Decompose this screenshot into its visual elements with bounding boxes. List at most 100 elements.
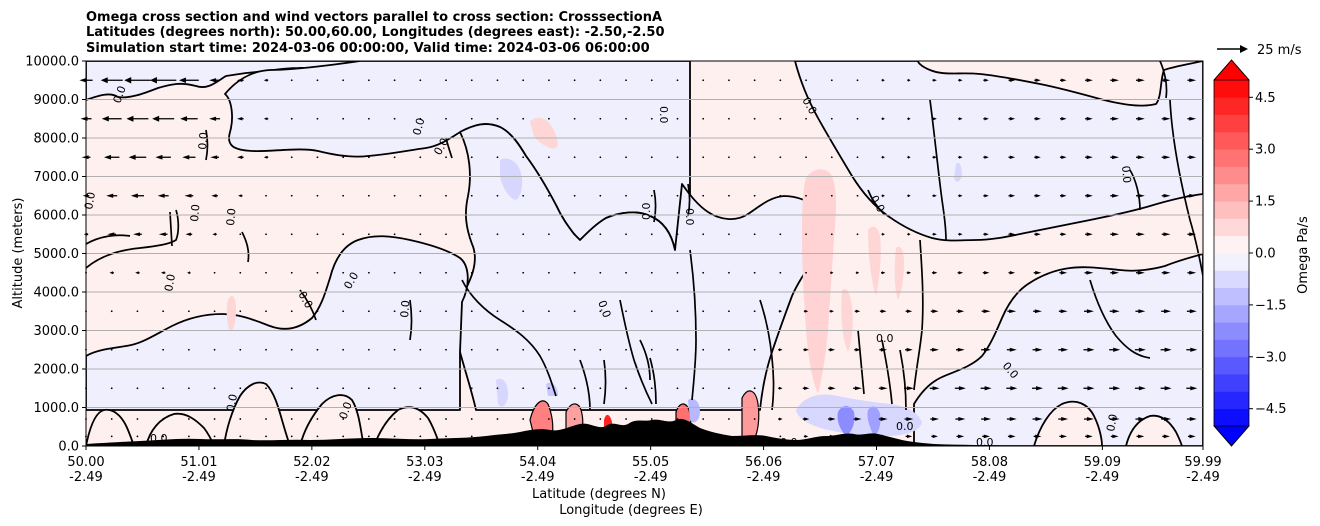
wind-vector bbox=[753, 348, 756, 351]
wind-vector bbox=[778, 309, 783, 313]
omega-pocket-pos-7 bbox=[1125, 414, 1183, 446]
wind-vector bbox=[599, 117, 602, 120]
x-tick-label-lon: -2.49 bbox=[521, 470, 555, 485]
wind-vector bbox=[599, 79, 602, 82]
wind-vector bbox=[1187, 155, 1197, 160]
wind-vector bbox=[445, 79, 447, 82]
wind-vector bbox=[828, 348, 836, 352]
wind-vector bbox=[702, 387, 705, 390]
wind-vector bbox=[1058, 417, 1069, 422]
wind-vector bbox=[213, 271, 216, 274]
wind-vector bbox=[702, 271, 705, 274]
wind-vector bbox=[342, 435, 345, 438]
omega-red-column-4 bbox=[841, 288, 853, 352]
wind-vector bbox=[753, 233, 756, 236]
x-tick-label-lat: 57.07 bbox=[858, 455, 895, 470]
colorbar-tick-label: 4.5 bbox=[1255, 91, 1276, 106]
wind-vector bbox=[906, 271, 912, 275]
omega-red-upper-blob bbox=[530, 117, 558, 149]
wind-vector bbox=[470, 310, 473, 313]
contour-line-24 bbox=[205, 129, 209, 161]
x-tick-label-lon: -2.49 bbox=[1086, 470, 1120, 485]
x-tick-label-lon: -2.49 bbox=[634, 470, 668, 485]
wind-vector bbox=[1008, 78, 1016, 82]
wind-vector bbox=[158, 232, 168, 237]
wind-vector bbox=[778, 417, 783, 421]
wind-vector bbox=[599, 156, 602, 159]
wind-vector bbox=[496, 233, 499, 236]
wind-vector bbox=[676, 233, 679, 236]
wind-vector bbox=[805, 117, 807, 120]
contour-label: 0.0 bbox=[111, 84, 129, 105]
x-tick-label-lat: 52.02 bbox=[293, 455, 330, 470]
omega-pocket-pos-3 bbox=[223, 381, 291, 446]
colorbar-level bbox=[1214, 166, 1249, 185]
wind-vector bbox=[107, 232, 117, 237]
wind-vector bbox=[1059, 155, 1067, 159]
wind-vector bbox=[1186, 386, 1198, 391]
wind-vector bbox=[1085, 193, 1093, 198]
wind-vector bbox=[650, 418, 653, 420]
wind-vector bbox=[625, 310, 627, 313]
colorbar-level bbox=[1214, 391, 1249, 410]
wind-vector bbox=[180, 116, 198, 122]
contour-line-16 bbox=[649, 357, 657, 405]
y-axis-label: Altitude (meters) bbox=[11, 198, 26, 309]
wind-vector bbox=[419, 194, 422, 197]
wind-vector bbox=[930, 347, 940, 352]
colorbar-level bbox=[1214, 149, 1249, 167]
wind-vector bbox=[929, 386, 940, 391]
wind-vector bbox=[522, 418, 525, 420]
wind-vector bbox=[854, 309, 861, 313]
wind-vector bbox=[1085, 232, 1093, 237]
wind-vector bbox=[1006, 417, 1017, 422]
wind-vector bbox=[830, 156, 833, 159]
wind-vector bbox=[184, 193, 194, 198]
wind-vector bbox=[599, 387, 602, 390]
wind-vector bbox=[162, 348, 165, 351]
omega-red-column-1 bbox=[802, 169, 836, 394]
contour-label: 0.0 bbox=[683, 208, 696, 226]
wind-vector bbox=[290, 387, 293, 390]
omega-blue-lower-6 bbox=[688, 398, 700, 423]
colorbar-level bbox=[1214, 80, 1249, 98]
wind-vector bbox=[470, 194, 473, 197]
wind-vector bbox=[1059, 194, 1067, 198]
wind-vector bbox=[445, 348, 447, 351]
contour-label: 0.0 bbox=[224, 393, 240, 412]
contour-line-20 bbox=[899, 349, 907, 411]
wind-vector bbox=[110, 310, 113, 313]
wind-vector bbox=[136, 348, 139, 351]
y-tick-label: 10000.0 bbox=[25, 55, 79, 70]
wind-vector bbox=[548, 418, 550, 420]
wind-vector bbox=[1032, 347, 1043, 352]
wind-vector bbox=[263, 155, 269, 159]
wind-vector bbox=[213, 348, 216, 351]
contour-line-21 bbox=[639, 339, 651, 381]
wind-vector bbox=[548, 233, 550, 236]
wind-vector bbox=[599, 310, 602, 313]
colorbar-tick-label: −3.0 bbox=[1255, 350, 1287, 365]
wind-vector bbox=[805, 156, 807, 159]
wind-vector bbox=[316, 348, 319, 351]
wind-vector bbox=[342, 387, 345, 390]
wind-vector bbox=[263, 117, 269, 121]
wind-vector bbox=[290, 348, 293, 351]
wind-vector bbox=[599, 271, 602, 274]
title-line-1: Omega cross section and wind vectors par… bbox=[86, 10, 662, 25]
wind-vector bbox=[931, 434, 938, 439]
x-tick-label-lon: -2.49 bbox=[69, 470, 103, 485]
wind-vector bbox=[778, 386, 783, 390]
contour-label: 0.0 bbox=[188, 204, 202, 223]
wind-vector bbox=[1186, 309, 1197, 314]
contour-line-25 bbox=[445, 137, 453, 159]
wind-vector bbox=[496, 418, 499, 420]
x-tick-label-lat: 51.01 bbox=[180, 455, 217, 470]
wind-vector bbox=[213, 435, 216, 438]
x-tick-label-lon: -2.49 bbox=[860, 470, 894, 485]
contour-label: 0.0 bbox=[410, 117, 427, 137]
wind-vector bbox=[907, 117, 911, 121]
colorbar-level bbox=[1214, 408, 1249, 427]
wind-vector bbox=[136, 387, 139, 390]
wind-vector bbox=[1110, 193, 1120, 198]
